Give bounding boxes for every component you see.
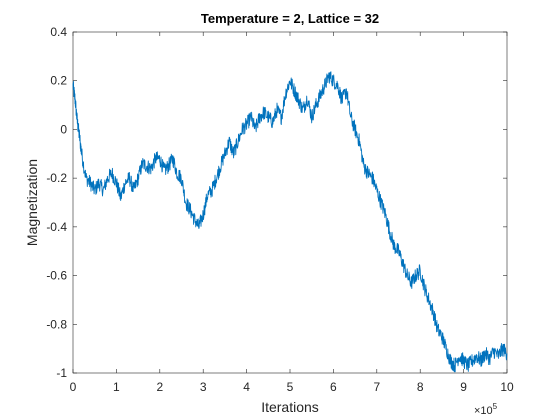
- x-axis-exponent: ×105: [474, 402, 498, 417]
- y-tick-label: -0.2: [46, 171, 67, 185]
- x-tick-label: 1: [113, 380, 120, 394]
- y-tick-label: -0.6: [46, 269, 67, 283]
- x-tick-label: 0: [70, 380, 77, 394]
- x-axis-label: Iterations: [261, 399, 319, 415]
- x-exponent-power: 5: [493, 402, 498, 411]
- y-tick-label: -0.4: [46, 220, 67, 234]
- y-tick-label: 0: [60, 122, 67, 136]
- series-layer: [72, 71, 508, 373]
- x-tick-label: 2: [156, 380, 163, 394]
- x-tick-label: 6: [330, 380, 337, 394]
- x-tick-label: 5: [287, 380, 294, 394]
- series-line: [72, 71, 508, 373]
- x-exponent-base: ×10: [474, 405, 493, 417]
- x-tick-label: 7: [373, 380, 380, 394]
- y-tick-label: 0.2: [50, 74, 67, 88]
- x-tick-label: 3: [200, 380, 207, 394]
- x-tick-label: 8: [417, 380, 424, 394]
- y-tick-label: -1: [56, 366, 67, 380]
- y-tick-label: -0.8: [46, 317, 67, 331]
- axis-ticks: 0 1 2 3 4 5 6 7 8 9 10 -1 -0.8 -0.6 -0.4 -0.2 0 0.2 0.4: [46, 25, 514, 394]
- x-tick-label: 10: [500, 380, 514, 394]
- chart-title: Temperature = 2, Lattice = 32: [201, 11, 379, 26]
- y-axis-label: Magnetization: [24, 159, 40, 246]
- x-tick-label: 4: [243, 380, 250, 394]
- x-tick-label: 9: [460, 380, 467, 394]
- y-tick-label: 0.4: [50, 25, 67, 39]
